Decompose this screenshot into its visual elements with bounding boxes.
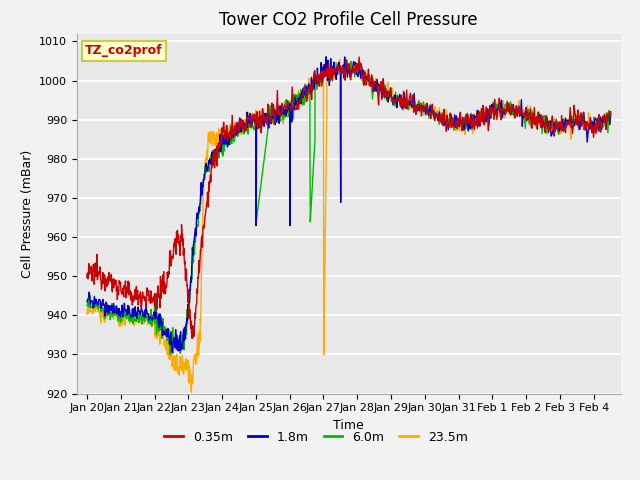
Title: Tower CO2 Profile Cell Pressure: Tower CO2 Profile Cell Pressure	[220, 11, 478, 29]
Text: TZ_co2prof: TZ_co2prof	[85, 44, 163, 58]
X-axis label: Time: Time	[333, 419, 364, 432]
Legend: 0.35m, 1.8m, 6.0m, 23.5m: 0.35m, 1.8m, 6.0m, 23.5m	[159, 426, 473, 448]
Y-axis label: Cell Pressure (mBar): Cell Pressure (mBar)	[20, 149, 33, 278]
